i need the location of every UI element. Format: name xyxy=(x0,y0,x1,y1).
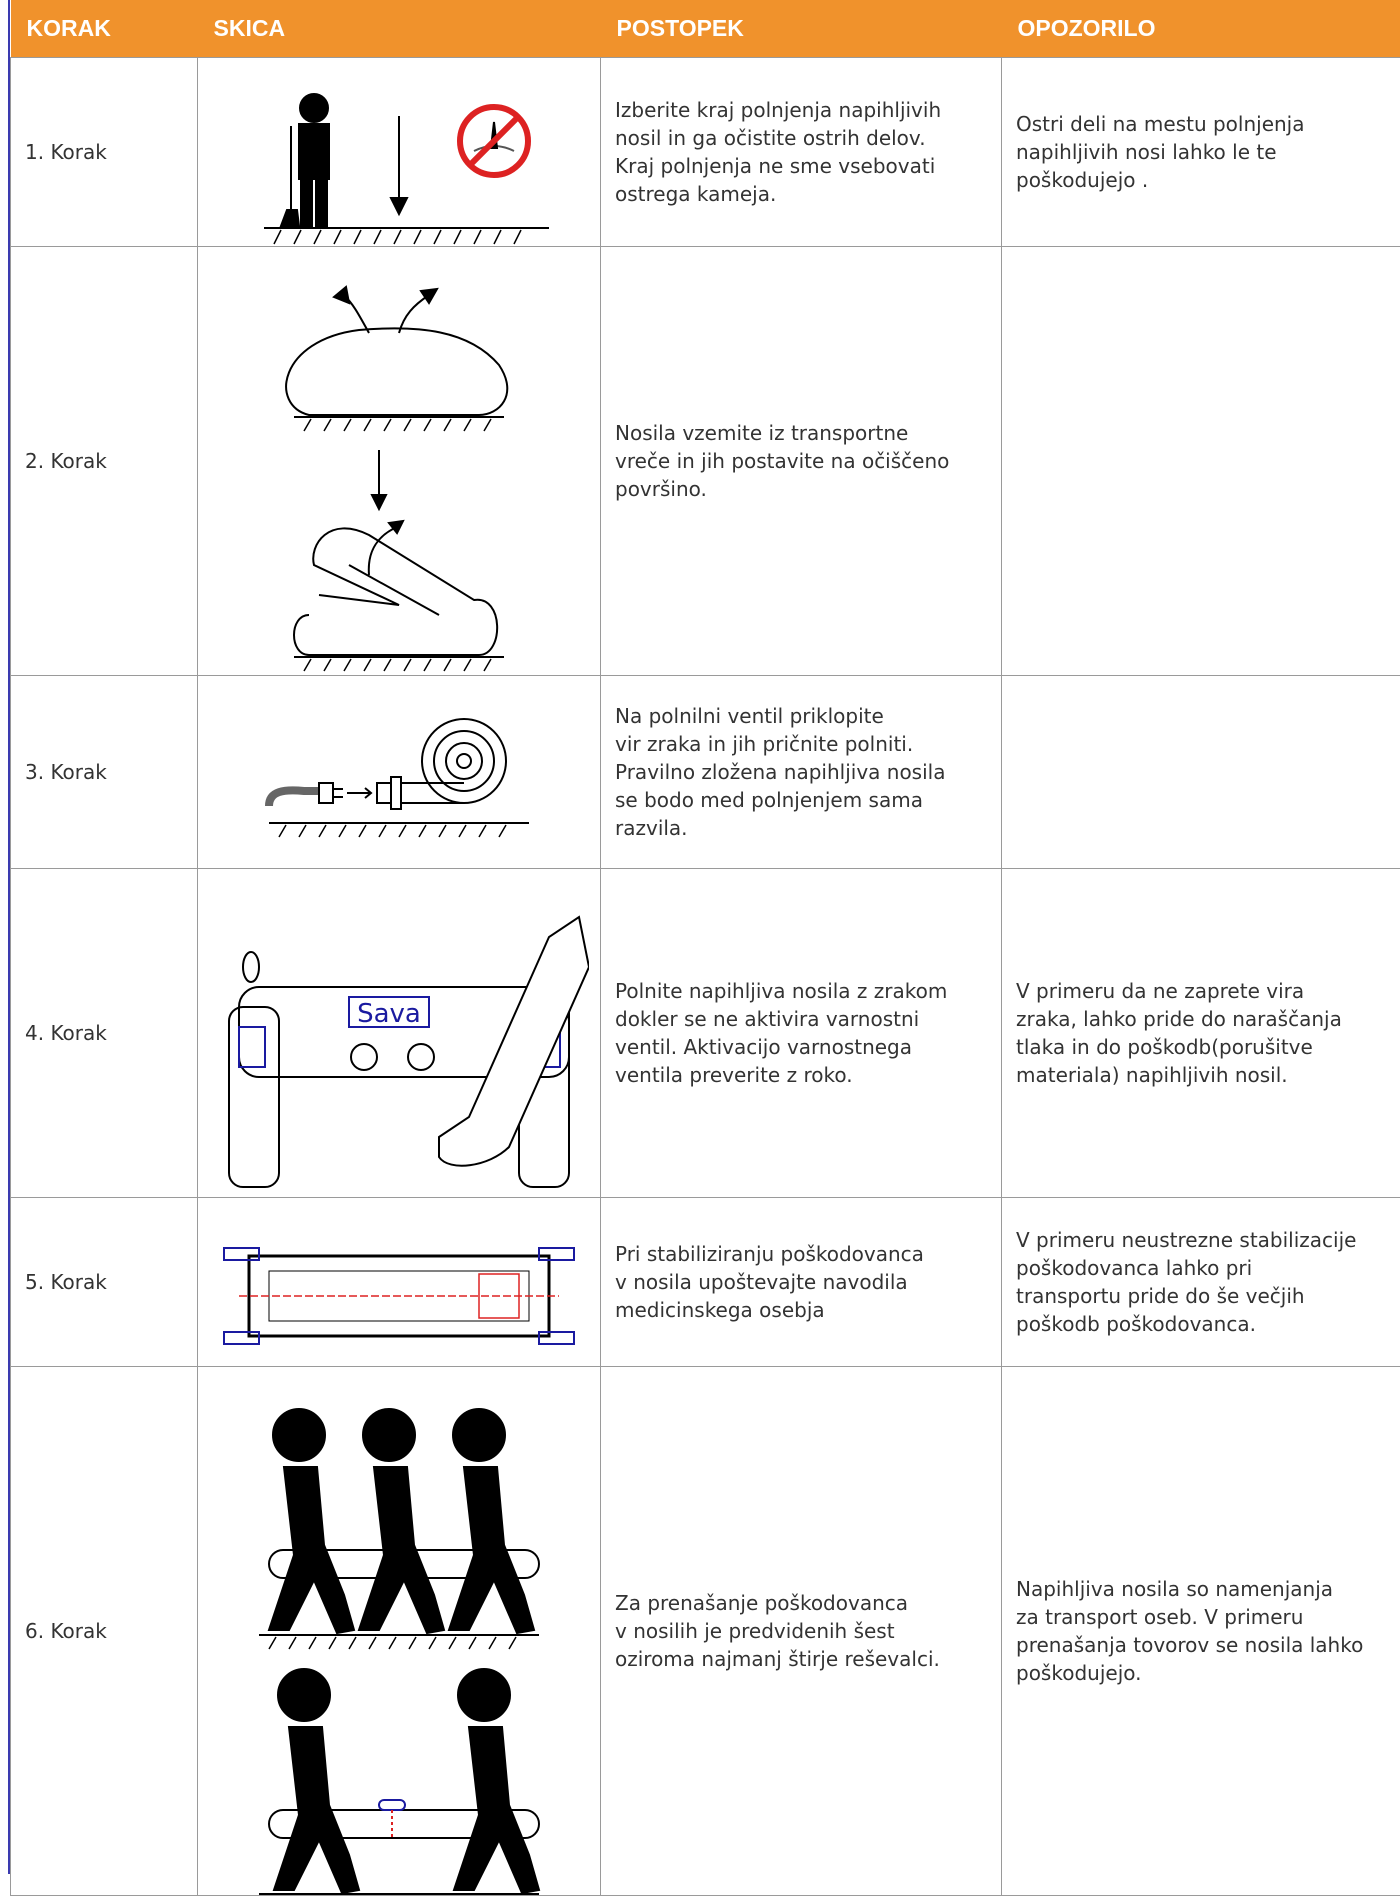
row: 3. Korak Na polnilni ventil priklopite v… xyxy=(11,676,1400,869)
sketch-shape xyxy=(363,1409,415,1461)
sketch-shape xyxy=(539,1248,574,1260)
sketch-shape xyxy=(389,521,403,533)
sketch-label: Sava xyxy=(357,999,421,1029)
header-cell: SKICA xyxy=(198,0,601,58)
procedure: Izberite kraj polnjenja napihljivih nosi… xyxy=(601,58,1002,247)
sketch-shape xyxy=(239,1027,265,1067)
step: 2. Korak xyxy=(11,247,198,676)
sketch-shape xyxy=(286,328,507,415)
sketch-shape xyxy=(391,198,407,214)
sketch-shape xyxy=(299,124,329,179)
sketch-shape xyxy=(453,1409,505,1461)
sketch-shape xyxy=(224,1248,259,1260)
procedure: Polnite napihljiva nosila z zrakom dokle… xyxy=(601,869,1002,1198)
sketch-shape xyxy=(439,917,589,1166)
sketch-shape xyxy=(281,210,299,226)
sketch-shape xyxy=(316,178,327,226)
warning: V primeru da ne zaprete vira zraka, lahk… xyxy=(1002,869,1400,1198)
sketch-shape xyxy=(408,1044,434,1070)
sketch-shape xyxy=(391,777,401,809)
sketch-shape xyxy=(304,659,491,671)
sketch-shape xyxy=(274,230,521,244)
sketch-cell xyxy=(198,1198,601,1367)
warning: Ostri deli na mestu polnjenja napihljivi… xyxy=(1002,58,1400,247)
sketch-shape xyxy=(269,790,319,806)
sketch-shape xyxy=(273,1409,325,1461)
sketch-shape xyxy=(421,289,437,303)
warning xyxy=(1002,247,1400,676)
step: 4. Korak xyxy=(11,869,198,1198)
steps-table: KORAK SKICA POSTOPEK OPOZORILO 1. Korak … xyxy=(10,0,1400,1896)
row: 2. Korak Nosila vzemite iz transportne v… xyxy=(11,247,1400,676)
sketch-shape xyxy=(229,1007,279,1187)
sketch-shape xyxy=(446,743,482,779)
sketch-shape xyxy=(334,287,349,303)
sketch-shape xyxy=(379,1800,405,1810)
sketch-shape xyxy=(347,788,371,798)
sketch-shape xyxy=(457,754,471,768)
sketch-cell: Sava xyxy=(198,869,601,1198)
sketch-cell xyxy=(198,676,601,869)
row: 1. Korak Izberite kraj polnjenja napihlj… xyxy=(11,58,1400,247)
sketch-shape xyxy=(243,952,259,982)
sketch-cell xyxy=(198,247,601,676)
sketch-shape xyxy=(401,783,464,803)
header-cell: OPOZORILO xyxy=(1002,0,1400,58)
header-row: KORAK SKICA POSTOPEK OPOZORILO xyxy=(11,0,1400,58)
row: 4. Korak Sava Polnite napihljiva nosila … xyxy=(11,869,1400,1198)
sketch-shape xyxy=(269,1637,516,1649)
sketch-shape xyxy=(399,295,429,333)
sketch-cell xyxy=(198,1367,601,1896)
header-cell: KORAK xyxy=(11,0,198,58)
procedure: Za prenašanje poškodovanca v nosilih je … xyxy=(601,1367,1002,1896)
row: 5. Korak Pri stabiliziranju poškodovanca… xyxy=(11,1198,1400,1367)
sketch-shape xyxy=(372,495,386,509)
sketch xyxy=(229,86,569,246)
step: 5. Korak xyxy=(11,1198,198,1367)
warning xyxy=(1002,676,1400,869)
sketch-shape xyxy=(278,1669,330,1721)
sketch-shape xyxy=(369,527,397,575)
sketch-shape xyxy=(300,94,328,122)
sketch-shape xyxy=(279,825,506,837)
procedure: Na polnilni ventil priklopite vir zraka … xyxy=(601,676,1002,869)
sketch-shape xyxy=(304,419,491,431)
procedure: Nosila vzemite iz transportne vreče in j… xyxy=(601,247,1002,676)
sketch-shape xyxy=(458,1669,510,1721)
sketch-cell xyxy=(198,58,601,247)
step: 3. Korak xyxy=(11,676,198,869)
sketch-shape xyxy=(224,1332,259,1344)
header-cell: POSTOPEK xyxy=(601,0,1002,58)
step: 6. Korak xyxy=(11,1367,198,1896)
row: 6. Korak Za prenašanje poškodovanca v no… xyxy=(11,1367,1400,1896)
sketch xyxy=(249,275,549,675)
sketch-shape xyxy=(539,1332,574,1344)
sketch: Sava xyxy=(209,897,589,1197)
sketch-shape xyxy=(301,178,312,226)
sketch-shape xyxy=(377,783,391,803)
warning: Napihljiva nosila so namenjanja za trans… xyxy=(1002,1367,1400,1896)
sketch-shape xyxy=(319,783,333,803)
sketch xyxy=(209,1226,589,1366)
sketch xyxy=(229,1395,569,1895)
sketch xyxy=(249,711,549,861)
sketch-shape xyxy=(351,1044,377,1070)
step: 1. Korak xyxy=(11,58,198,247)
warning: V primeru neustrezne stabilizacije poško… xyxy=(1002,1198,1400,1367)
sketch-shape xyxy=(349,565,439,615)
procedure: Pri stabiliziranju poškodovanca v nosila… xyxy=(601,1198,1002,1367)
